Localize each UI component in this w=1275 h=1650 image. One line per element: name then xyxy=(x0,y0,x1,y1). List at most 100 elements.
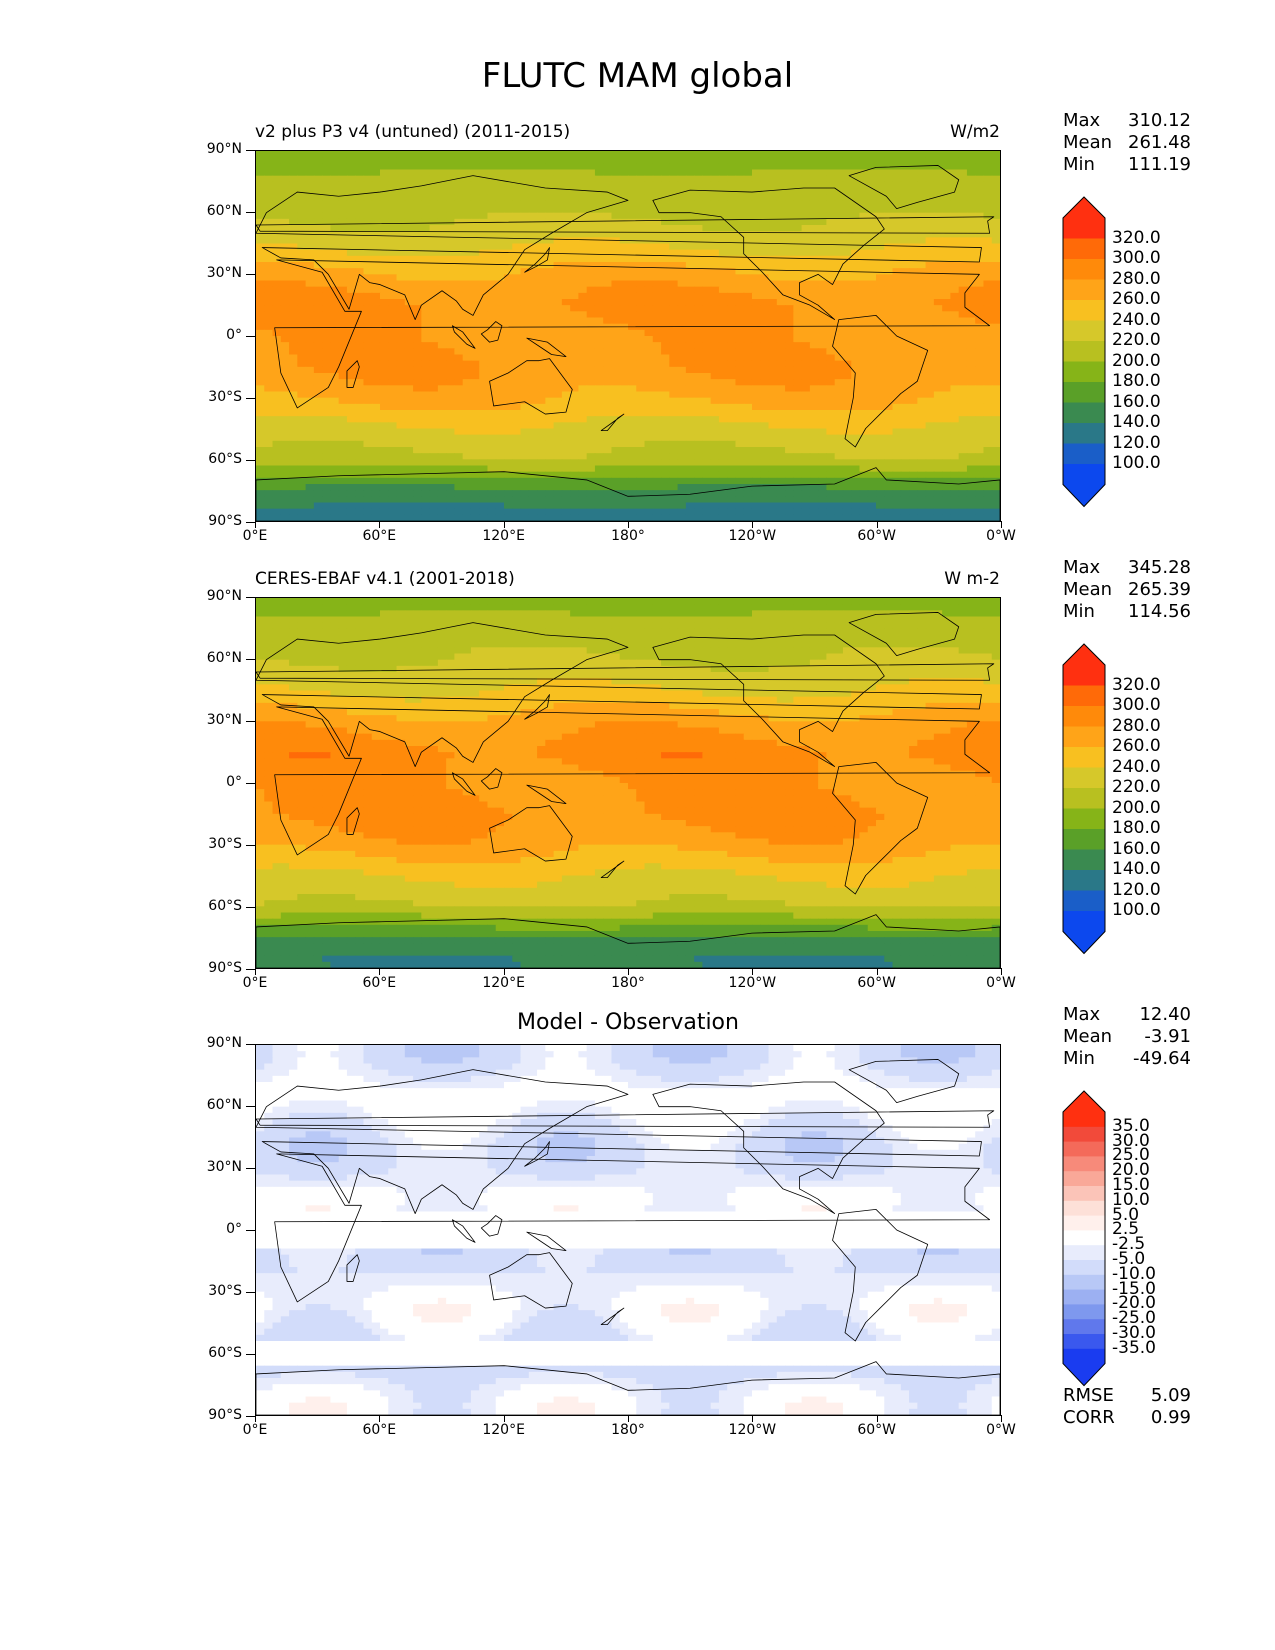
heatmap-cell xyxy=(685,354,695,362)
heatmap-cell xyxy=(809,342,819,349)
heatmap-cell xyxy=(867,200,877,208)
heatmap-cell xyxy=(446,200,455,208)
heatmap-cell xyxy=(537,200,546,208)
heatmap-cell xyxy=(289,175,298,183)
heatmap-cell xyxy=(305,299,315,306)
heatmap-cell xyxy=(272,262,282,269)
heatmap-cell xyxy=(264,403,274,411)
heatmap-cell xyxy=(528,188,538,195)
heatmap-cell xyxy=(760,200,770,208)
heatmap-cell xyxy=(256,354,265,362)
heatmap-cell xyxy=(437,428,447,436)
heatmap-cell xyxy=(429,391,439,399)
heatmap-cell xyxy=(727,151,737,158)
heatmap-cell xyxy=(909,323,918,331)
heatmap-cell xyxy=(768,354,778,362)
heatmap-cell xyxy=(776,385,786,393)
heatmap-cell xyxy=(264,416,274,423)
heatmap-cell xyxy=(346,373,356,380)
heatmap-cell xyxy=(346,397,356,405)
heatmap-cell xyxy=(669,286,679,294)
heatmap-cell xyxy=(925,348,935,356)
heatmap-cell xyxy=(594,336,604,343)
heatmap-cell xyxy=(718,151,728,158)
heatmap-cell xyxy=(652,311,662,319)
heatmap-cell xyxy=(785,169,794,177)
heatmap-cell xyxy=(950,453,960,460)
heatmap-cell xyxy=(793,348,803,356)
heatmap-cell xyxy=(371,348,381,356)
heatmap-cell xyxy=(470,416,480,423)
heatmap-cell xyxy=(413,434,422,442)
heatmap-cell xyxy=(462,255,472,263)
heatmap-cell xyxy=(363,477,373,485)
heatmap-cell xyxy=(578,447,588,454)
heatmap-cell xyxy=(388,385,398,393)
heatmap-cell xyxy=(504,391,513,399)
heatmap-cell xyxy=(611,292,621,300)
heatmap-cell xyxy=(785,274,794,282)
heatmap-cell xyxy=(636,465,646,473)
heatmap-cell xyxy=(504,373,513,380)
heatmap-cell xyxy=(437,379,447,386)
heatmap-cell xyxy=(718,286,728,294)
heatmap-cell xyxy=(966,354,976,362)
heatmap-cell xyxy=(801,292,811,300)
heatmap-cell xyxy=(834,354,844,362)
heatmap-cell xyxy=(768,175,778,183)
heatmap-cell xyxy=(346,416,356,423)
heatmap-cell xyxy=(785,397,794,405)
heatmap-cell xyxy=(958,163,968,171)
heatmap-cell xyxy=(297,465,307,473)
heatmap-cell xyxy=(346,255,356,263)
heatmap-cell xyxy=(454,175,464,183)
heatmap-cell xyxy=(760,428,770,436)
heatmap-cell xyxy=(379,329,389,337)
heatmap-cell xyxy=(751,262,761,269)
heatmap-cell xyxy=(793,434,803,442)
heatmap-cell xyxy=(991,237,1000,245)
heatmap-cell xyxy=(495,434,505,442)
heatmap-cell xyxy=(421,151,431,158)
heatmap-cell xyxy=(346,292,356,300)
heatmap-cell xyxy=(743,428,753,436)
heatmap-cell xyxy=(793,366,803,374)
heatmap-cell xyxy=(884,336,894,343)
heatmap-cell xyxy=(942,237,952,245)
heatmap-cell xyxy=(966,243,976,251)
heatmap-cell xyxy=(933,459,943,467)
heatmap-cell xyxy=(809,181,819,189)
heatmap-cell xyxy=(867,323,877,331)
heatmap-cell xyxy=(611,484,621,491)
heatmap-cell xyxy=(504,342,513,349)
heatmap-cell xyxy=(751,465,761,473)
heatmap-cell xyxy=(570,373,580,380)
heatmap-cell xyxy=(504,336,513,343)
heatmap-cell xyxy=(413,274,422,282)
heatmap-cell xyxy=(991,206,1000,214)
heatmap-cell xyxy=(909,255,918,263)
heatmap-cell xyxy=(346,231,356,238)
heatmap-cell xyxy=(537,453,546,460)
heatmap-cell xyxy=(669,453,679,460)
heatmap-cell xyxy=(958,151,968,158)
heatmap-cell xyxy=(429,157,439,164)
heatmap-cell xyxy=(669,416,679,423)
heatmap-cell xyxy=(718,231,728,238)
heatmap-cell xyxy=(537,428,546,436)
heatmap-cell xyxy=(355,447,365,454)
heatmap-cell xyxy=(561,447,571,454)
heatmap-cell xyxy=(528,465,538,473)
heatmap-cell xyxy=(818,286,827,294)
heatmap-cell xyxy=(619,397,629,405)
heatmap-cell xyxy=(520,274,530,282)
heatmap-cell xyxy=(917,231,927,238)
heatmap-cell xyxy=(892,311,902,319)
heatmap-cell xyxy=(636,299,646,306)
heatmap-cell xyxy=(884,410,894,417)
heatmap-cell xyxy=(346,188,356,195)
heatmap-cell xyxy=(619,268,629,275)
heatmap-cell xyxy=(751,329,761,337)
heatmap-cell xyxy=(586,305,596,312)
heatmap-cell xyxy=(528,379,538,386)
